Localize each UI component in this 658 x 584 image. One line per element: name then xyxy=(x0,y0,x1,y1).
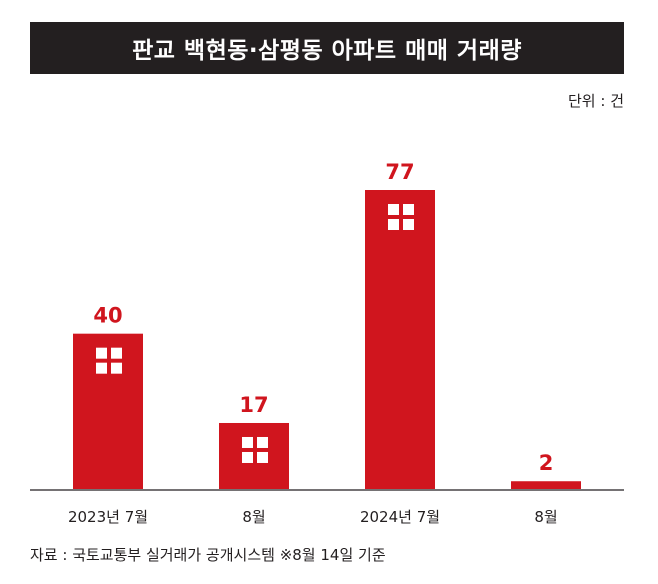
category-label-2: 2024년 7월 xyxy=(360,508,440,526)
data-label-2: 77 xyxy=(385,160,414,184)
data-label-3: 2 xyxy=(539,451,554,475)
bar-1 xyxy=(219,422,289,489)
bar-0 xyxy=(73,333,143,489)
data-label-1: 17 xyxy=(239,393,268,417)
unit-label: 단위 : 건 xyxy=(568,92,624,110)
chart-title: 판교 백현동·삼평동 아파트 매매 거래량 xyxy=(30,22,624,74)
category-label-1: 8월 xyxy=(242,508,265,526)
source-note: 자료 : 국토교통부 실거래가 공개시스템 ※8월 14일 기준 xyxy=(30,546,386,564)
window-icon-2 xyxy=(388,204,414,230)
bar-2 xyxy=(365,190,435,489)
category-label-0: 2023년 7월 xyxy=(68,508,148,526)
data-label-0: 40 xyxy=(93,304,122,328)
window-icon-1 xyxy=(242,436,268,463)
window-icon-0 xyxy=(96,347,122,374)
category-label-3: 8월 xyxy=(534,508,557,526)
bar-3 xyxy=(511,481,581,489)
